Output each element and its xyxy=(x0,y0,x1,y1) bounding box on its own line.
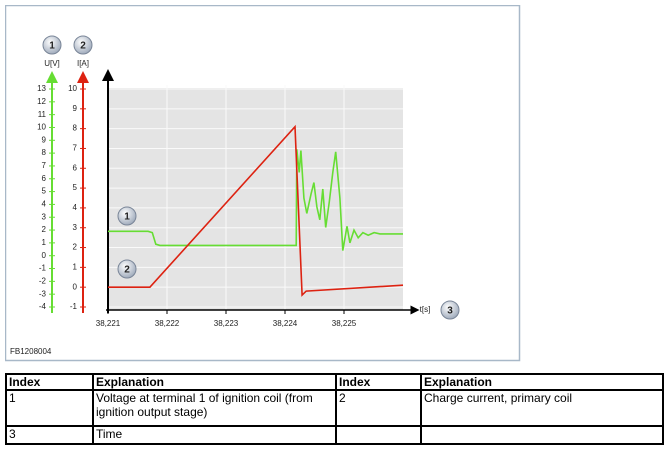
cell: Explanation xyxy=(420,373,664,391)
y-tick-label: -4 xyxy=(39,302,47,311)
cell: Time xyxy=(92,425,337,445)
callout-circle xyxy=(440,300,460,320)
plot-area xyxy=(108,88,403,310)
y-tick-label: -2 xyxy=(39,276,47,285)
y2-axis-title: I[A] xyxy=(77,59,89,68)
y2-tick-label: 6 xyxy=(73,163,78,172)
y-tick-label: 12 xyxy=(37,97,46,106)
callout-circle xyxy=(42,35,62,55)
y2-tick-label: 10 xyxy=(68,84,77,93)
y2-tick-label: 1 xyxy=(73,262,78,271)
y-tick-label: 13 xyxy=(37,84,46,93)
x-tick-label: 38,223 xyxy=(214,319,239,328)
cell: Explanation xyxy=(92,373,337,391)
y2-tick-label: 5 xyxy=(73,183,78,192)
y-axis-title: U[V] xyxy=(44,59,60,68)
cell: 3 xyxy=(5,425,94,445)
cell: 1 xyxy=(5,389,94,427)
y-tick-label: 8 xyxy=(42,148,47,157)
data-line xyxy=(108,124,404,297)
x-axis-title: t[s] xyxy=(420,305,431,314)
y2-tick-label: 4 xyxy=(73,203,78,212)
y-tick-label: 2 xyxy=(42,225,47,234)
y2-tick-label: 7 xyxy=(73,144,78,153)
y-tick-label: 1 xyxy=(42,238,47,247)
cell: Voltage at terminal 1 of ignition coil (… xyxy=(92,389,337,427)
y-tick-label: -3 xyxy=(39,289,47,298)
y-tick-label: 7 xyxy=(42,161,47,170)
y-tick-label: 11 xyxy=(38,110,47,119)
cell: Index xyxy=(335,373,422,391)
cell: Charge current, primary coil xyxy=(420,389,664,427)
legend-table: Index Explanation Index Explanation 1 Voltag… xyxy=(5,373,664,445)
y-tick-label: 6 xyxy=(42,174,47,183)
figure: FB1208004 -4-3-2-1012345678910111213-101… xyxy=(5,5,521,362)
cell: 2 xyxy=(335,389,422,427)
y-tick-label: 10 xyxy=(37,123,46,132)
cell xyxy=(335,425,422,445)
y2-tick-label: -1 xyxy=(70,302,78,311)
callout-label: 1 xyxy=(124,212,130,223)
x-tick-label: 38,225 xyxy=(332,319,357,328)
cell xyxy=(420,425,664,445)
y-tick-label: 3 xyxy=(42,212,47,221)
y2-tick-label: 2 xyxy=(73,243,78,252)
y2-tick-label: 8 xyxy=(73,124,78,133)
callout-label: 2 xyxy=(80,41,86,52)
y2-tick-label: 3 xyxy=(73,223,78,232)
x-tick-label: 38,221 xyxy=(96,319,121,328)
data-line xyxy=(108,149,403,251)
y-tick-label: -1 xyxy=(39,264,47,273)
callout-label: 1 xyxy=(49,41,55,52)
y2-tick-label: 0 xyxy=(73,282,78,291)
y-tick-label: 4 xyxy=(42,200,47,209)
y-tick-label: 5 xyxy=(42,187,47,196)
callout-circle xyxy=(117,259,137,279)
x-tick-label: 38,224 xyxy=(273,319,298,328)
figure-id: FB1208004 xyxy=(10,347,52,356)
y2-tick-label: 9 xyxy=(73,104,78,113)
x-tick-label: 38,222 xyxy=(155,319,180,328)
callout-circle xyxy=(73,35,93,55)
callout-circle xyxy=(117,206,137,226)
cell: Index xyxy=(5,373,94,391)
callout-label: 3 xyxy=(447,306,453,317)
y-tick-label: 9 xyxy=(42,135,47,144)
y-tick-label: 0 xyxy=(42,251,47,260)
callout-label: 2 xyxy=(124,265,130,276)
